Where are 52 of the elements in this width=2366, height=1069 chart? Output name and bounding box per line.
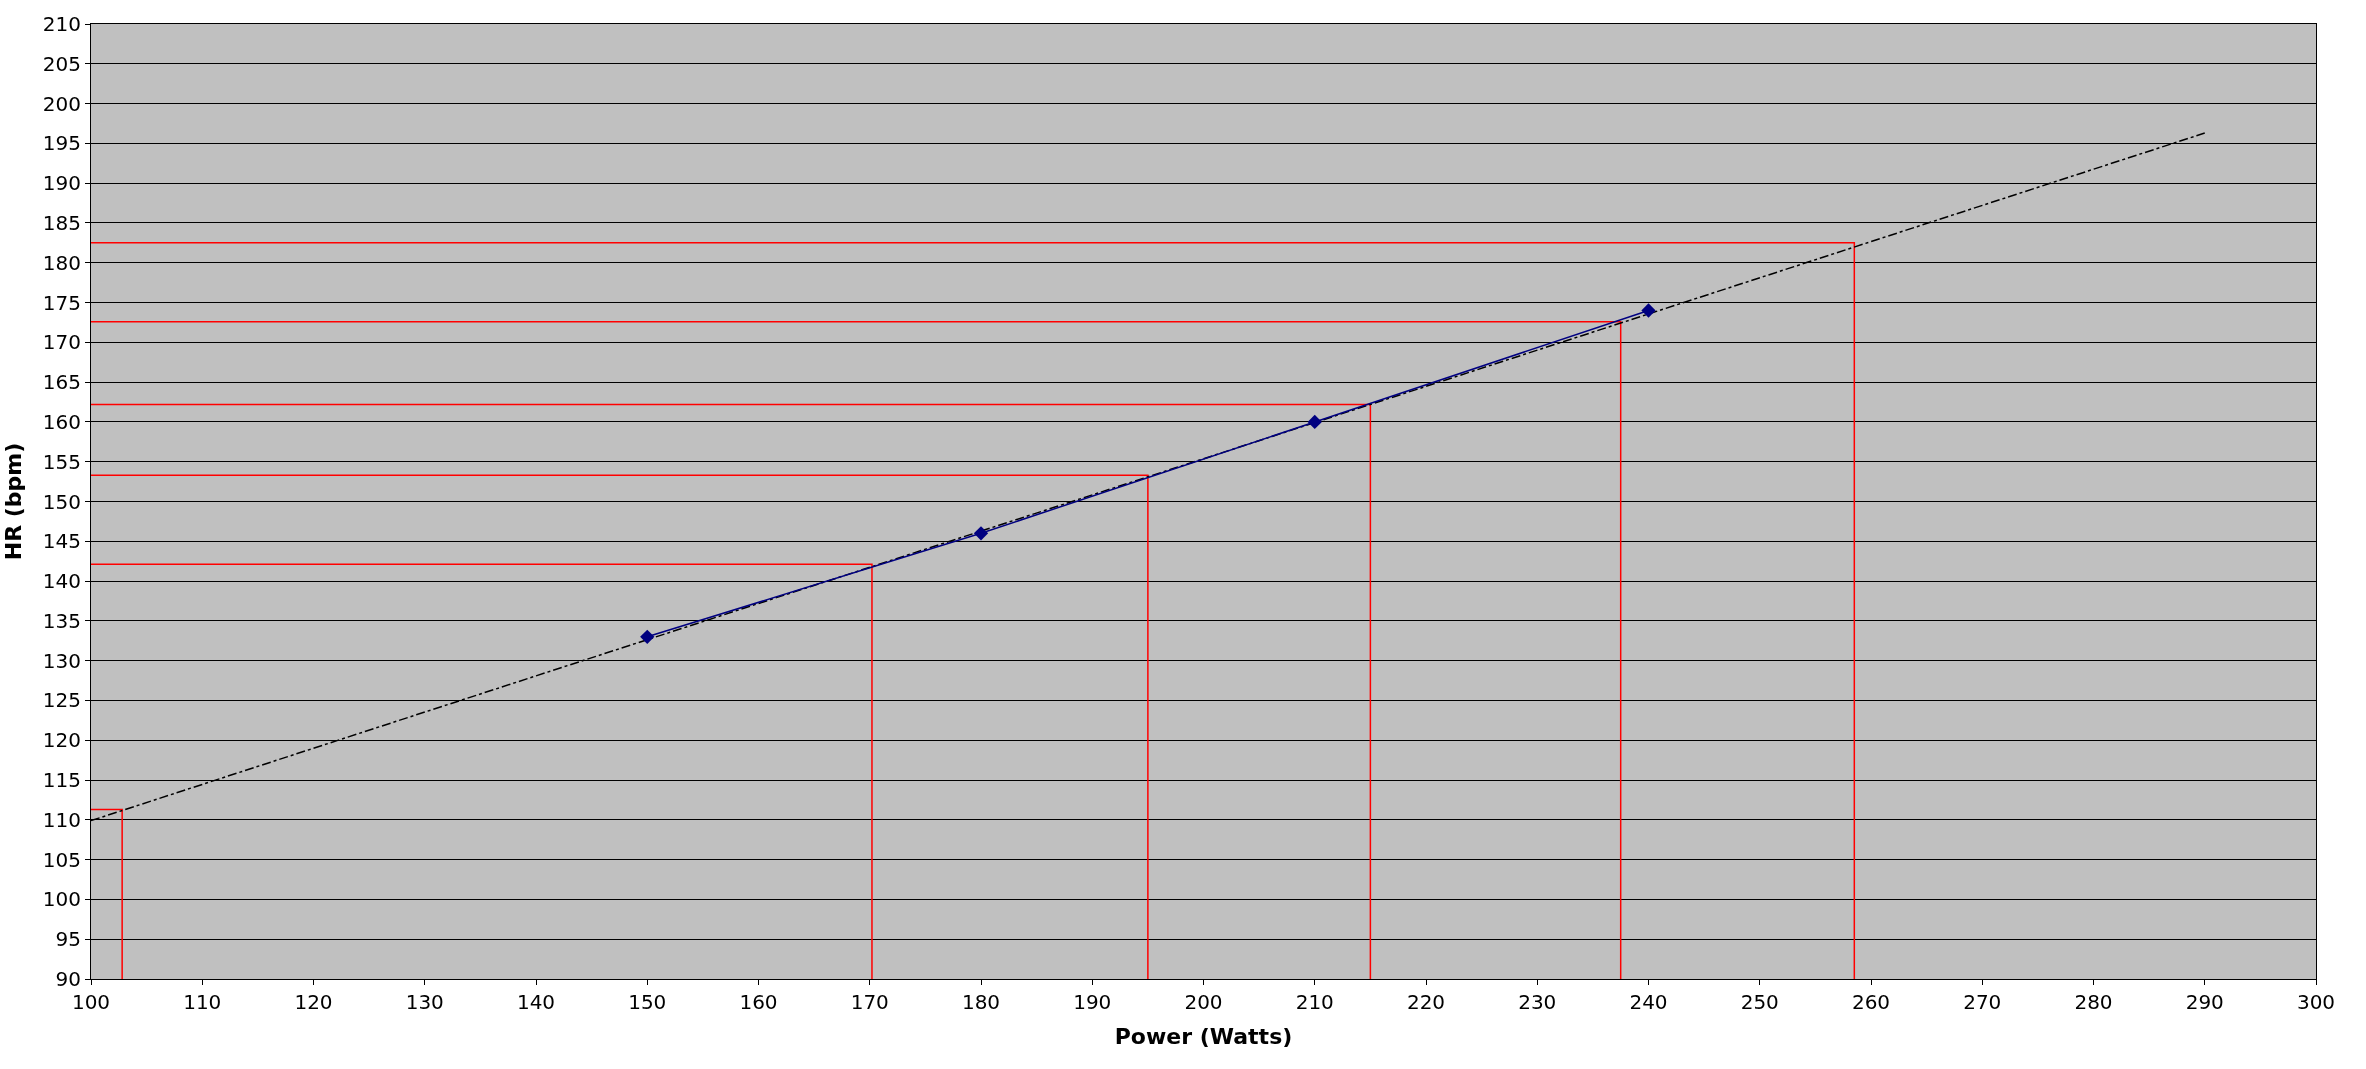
x-tick-label: 260 — [1851, 990, 1891, 1014]
y-tick-label: 160 — [42, 409, 81, 434]
x-tick-label: 230 — [1518, 990, 1557, 1014]
x-tick-label: 150 — [628, 990, 667, 1014]
y-tick-label: 170 — [42, 330, 81, 355]
y-tick-label: 145 — [42, 529, 81, 554]
y-tick-label: 120 — [42, 728, 81, 753]
y-tick-label: 95 — [55, 927, 81, 952]
y-tick-label: 125 — [42, 688, 81, 713]
x-tick-label: 290 — [2185, 990, 2224, 1014]
y-tick-label: 150 — [42, 489, 81, 514]
y-tick-label: 130 — [42, 648, 81, 673]
y-tick-label: 155 — [42, 449, 81, 474]
x-tick-label: 190 — [1073, 990, 1112, 1014]
y-tick-label: 100 — [42, 887, 81, 912]
point — [973, 526, 989, 541]
point — [640, 629, 655, 644]
x-tick-label: 100 — [71, 990, 111, 1014]
y-tick-label: 205 — [42, 51, 81, 76]
y-tick-label: 210 — [42, 12, 81, 36]
y-tick-label: 110 — [42, 807, 81, 832]
y-tick-label: 190 — [42, 171, 81, 196]
y-tick-label: 175 — [42, 290, 81, 315]
x-tick-label: 250 — [1740, 990, 1779, 1014]
x-tick-label: 200 — [1184, 990, 1223, 1014]
y-tick-label: 140 — [42, 569, 81, 594]
x-tick-label: 160 — [739, 990, 778, 1014]
y-tick-label: 200 — [42, 91, 81, 116]
point — [1641, 303, 1656, 318]
point — [1307, 414, 1322, 430]
y-tick-label: 90 — [55, 967, 81, 991]
x-tick-label: 300 — [2296, 990, 2336, 1014]
x-tick-label: 210 — [1295, 990, 1334, 1014]
x-tick-label: 170 — [850, 990, 889, 1014]
x-axis-title: Power (Watts) — [1114, 1023, 1293, 1049]
y-tick-label: 165 — [42, 370, 81, 395]
x-tick-label: 130 — [405, 990, 444, 1014]
x-tick-label: 240 — [1629, 990, 1668, 1014]
y-tick-label: 135 — [42, 608, 81, 633]
x-tick-label: 280 — [2074, 990, 2113, 1014]
y-tick-label: 195 — [42, 131, 81, 156]
x-tick-label: 220 — [1406, 990, 1446, 1014]
y-tick-label: 180 — [42, 250, 81, 275]
x-tick-label: 270 — [1963, 990, 2002, 1014]
y-axis-title: HR (bpm) — [0, 442, 26, 561]
y-tick-label: 185 — [42, 210, 81, 235]
x-tick-label: 120 — [294, 990, 333, 1014]
y-tick-label: 105 — [42, 847, 81, 872]
x-tick-label: 110 — [183, 990, 222, 1014]
x-tick-label: 180 — [961, 990, 1001, 1014]
y-tick-label: 115 — [42, 768, 81, 793]
x-tick-label: 140 — [516, 990, 556, 1014]
